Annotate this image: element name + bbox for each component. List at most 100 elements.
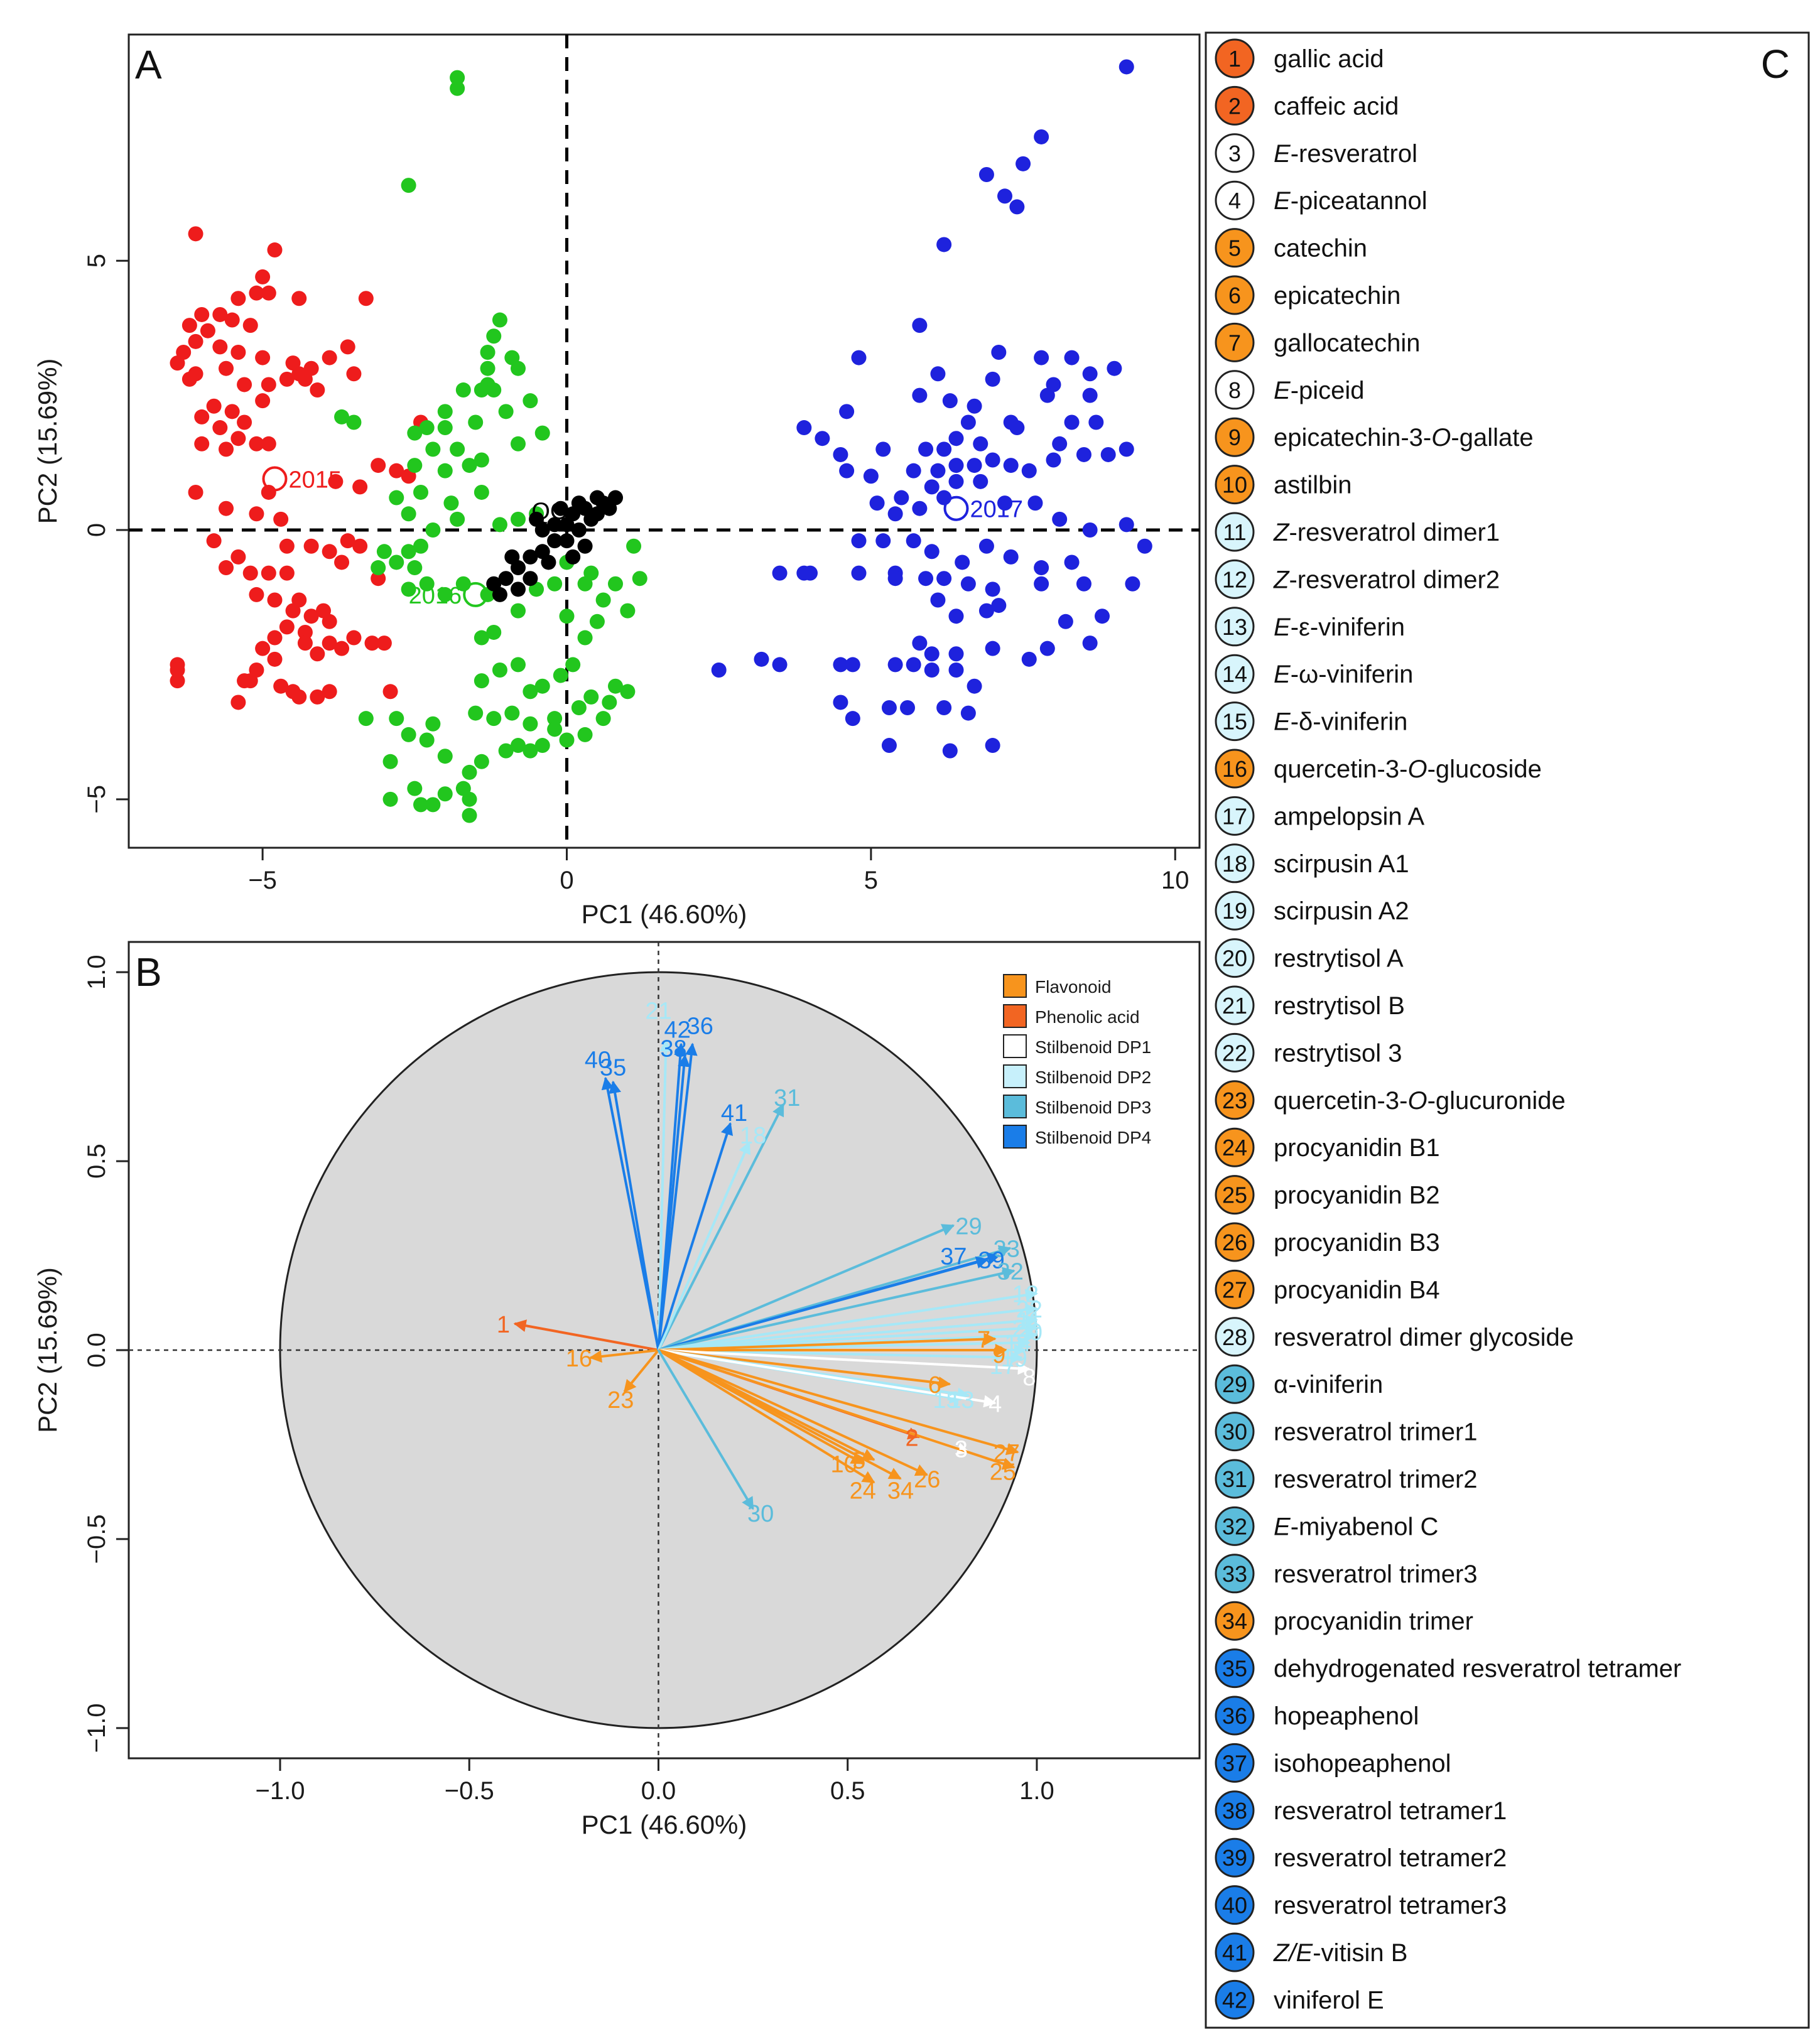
data-point-2015 [267,630,283,646]
data-point-2016 [498,743,514,759]
data-point-2016 [534,738,550,754]
data-point-2015 [328,473,344,489]
compound-name-part: procyanidin B1 [1274,1134,1440,1162]
data-point-2017 [991,598,1007,614]
loading-label-35: 35 [600,1055,626,1081]
data-point-2016 [534,425,550,441]
panel-label: C [1761,41,1790,87]
data-point-2017 [985,738,1000,754]
data-point-qc [553,500,568,516]
data-point-2017 [960,576,976,592]
data-point-2015 [352,538,368,554]
data-point-2016 [358,711,374,727]
compound-name-part: -miyabenol C [1291,1513,1439,1540]
data-point-2016 [511,511,526,527]
data-point-2015 [261,484,276,500]
legend-swatch [1003,1095,1027,1118]
loading-label-12: 12 [1012,1282,1039,1308]
data-point-2017 [924,646,940,662]
data-point-2016 [401,506,416,522]
data-point-2015 [219,360,234,376]
compound-name: Z/E-vitisin B [1273,1939,1407,1967]
data-point-2015 [255,269,271,284]
data-point-2015 [255,641,271,656]
compound-number: 25 [1222,1182,1247,1208]
compound-number: 21 [1222,993,1247,1019]
data-point-2015 [310,646,325,662]
data-point-2016 [462,458,477,473]
data-point-2016 [626,538,642,554]
compound-number: 23 [1222,1088,1247,1113]
data-point-2016 [474,630,489,646]
data-point-2016 [474,673,489,689]
data-point-2016 [407,458,423,473]
compound-name: restrytisol A [1274,945,1404,973]
data-point-2016 [437,587,453,602]
compound-name-part: -piceatannol [1291,187,1427,215]
compound-name: E-resveratrol [1274,140,1417,168]
data-point-2017 [948,458,964,473]
data-point-2017 [973,436,989,452]
legend-swatch [1003,1125,1027,1149]
compound-number-badge [1215,1696,1255,1736]
loading-label-18: 18 [740,1123,766,1149]
data-point-2017 [997,188,1012,204]
data-point-2015 [181,318,197,333]
data-point-qc [571,495,587,511]
data-point-2016 [608,678,623,694]
compound-name-part: ampelopsin A [1274,803,1424,830]
data-point-2015 [224,404,240,419]
loading-label-38: 38 [660,1036,686,1063]
compound-name: Z-resveratrol dimer1 [1273,519,1500,546]
x-tick-label: −1.0 [256,1777,305,1805]
data-point-qc [547,533,563,549]
compound-number-badge [1215,1837,1255,1878]
data-point-2016 [523,684,538,700]
loading-arrow-32 [658,1267,1016,1351]
data-point-2017 [912,318,928,333]
data-point-2015 [340,339,355,355]
data-point-2015 [279,565,295,581]
loading-label-41: 41 [721,1100,747,1127]
data-point-2017 [960,705,976,721]
data-point-2017 [942,393,958,409]
data-point-2017 [1119,517,1134,533]
data-point-2016 [371,560,386,576]
compound-name-part: -piceid [1291,377,1365,404]
data-point-2017 [815,431,830,446]
compound-number-badge [1215,38,1255,78]
data-point-2017 [845,657,860,673]
data-point-2017 [1064,554,1080,570]
compound-name-part: -δ-viniferin [1291,708,1408,736]
data-point-2015 [206,533,222,549]
loading-label-29: 29 [955,1213,982,1240]
data-point-2017 [1027,495,1043,511]
compound-name: caffeic acid [1274,92,1399,120]
data-point-2015 [230,344,246,360]
y-axis-label: PC2 (15.69%) [33,359,62,524]
compound-number: 29 [1222,1371,1247,1397]
loading-label-21: 21 [645,998,671,1024]
data-point-2016 [595,592,611,608]
x-tick-label: −5 [248,867,277,894]
x-tick-label: 0.5 [830,1777,865,1805]
data-point-2016 [450,80,465,96]
compound-name-part: dehydrogenated resveratrol tetramer [1274,1655,1681,1683]
data-point-2015 [358,291,374,306]
loading-label-20: 20 [1016,1319,1043,1346]
data-point-2016 [450,511,465,527]
data-point-2017 [1016,156,1031,171]
compound-number-badge [1215,1364,1255,1404]
compound-number: 10 [1222,472,1247,498]
data-point-qc [565,549,581,565]
compound-name: procyanidin B1 [1274,1134,1440,1162]
data-point-2015 [255,393,271,409]
data-point-2016 [334,409,350,425]
data-point-2015 [261,285,276,301]
data-point-2016 [407,560,423,576]
data-point-2015 [322,635,337,651]
data-point-2016 [547,722,563,737]
compound-number-badge [1215,701,1255,742]
loading-arrow-30 [657,1349,754,1510]
compound-number-badge [1215,890,1255,931]
